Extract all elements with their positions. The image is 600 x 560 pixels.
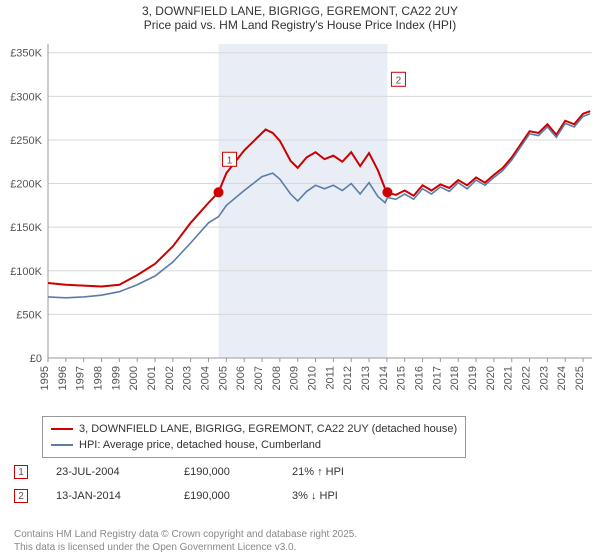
svg-text:2005: 2005 [217,366,229,390]
svg-text:2018: 2018 [449,366,461,390]
svg-text:2025: 2025 [574,366,586,390]
event-price: £190,000 [184,490,264,502]
svg-text:1997: 1997 [75,366,87,390]
svg-text:£200K: £200K [10,179,42,191]
footer-text: Contains HM Land Registry data © Crown c… [14,528,357,554]
svg-text:2019: 2019 [467,366,479,390]
svg-text:2009: 2009 [289,366,301,390]
event-date: 23-JUL-2004 [56,466,156,478]
svg-text:2001: 2001 [146,366,158,390]
svg-text:£250K: £250K [10,135,42,147]
event-table: 1 23-JUL-2004 £190,000 21% ↑ HPI 2 13-JAN-201… [14,462,382,510]
svg-text:2002: 2002 [164,366,176,390]
svg-text:£300K: £300K [10,91,42,103]
svg-text:£350K: £350K [10,48,42,60]
chart-title-sub: Price paid vs. HM Land Registry's House … [0,18,600,32]
event-num-box: 1 [14,465,28,479]
svg-text:2024: 2024 [556,366,568,390]
svg-text:2012: 2012 [342,366,354,390]
svg-text:£100K: £100K [10,266,42,278]
chart-title-main: 3, DOWNFIELD LANE, BIGRIGG, EGREMONT, CA… [0,4,600,18]
svg-text:2014: 2014 [378,366,390,390]
svg-text:£50K: £50K [16,309,42,321]
svg-text:2004: 2004 [200,366,212,390]
svg-text:2023: 2023 [538,366,550,390]
svg-text:2007: 2007 [253,366,265,390]
legend-swatch [51,428,73,430]
svg-text:£150K: £150K [10,222,42,234]
event-row: 1 23-JUL-2004 £190,000 21% ↑ HPI [14,462,382,482]
legend-label: 3, DOWNFIELD LANE, BIGRIGG, EGREMONT, CA… [79,423,457,435]
svg-text:2020: 2020 [485,366,497,390]
svg-text:2021: 2021 [503,366,515,390]
svg-text:2003: 2003 [182,366,194,390]
event-num-box: 2 [14,489,28,503]
svg-text:1998: 1998 [93,366,105,390]
svg-text:2013: 2013 [360,366,372,390]
svg-text:2006: 2006 [235,366,247,390]
svg-text:2000: 2000 [128,366,140,390]
svg-text:2008: 2008 [271,366,283,390]
chart-svg: £0 £50K £100K £150K £200K £250K £300K £350K 1995… [0,38,600,408]
svg-text:2010: 2010 [307,366,319,390]
footer-line1: Contains HM Land Registry data © Crown c… [14,528,357,541]
svg-text:£0: £0 [30,353,42,365]
event-hpi: 3% ↓ HPI [292,490,382,502]
event-price: £190,000 [184,466,264,478]
legend-row: 3, DOWNFIELD LANE, BIGRIGG, EGREMONT, CA… [51,421,457,437]
svg-text:2016: 2016 [414,366,426,390]
svg-text:1995: 1995 [39,366,51,390]
svg-text:2: 2 [396,75,402,86]
chart-area: £0 £50K £100K £150K £200K £250K £300K £350K 1995… [0,38,600,408]
footer-line2: This data is licensed under the Open Gov… [14,541,357,554]
legend-row: HPI: Average price, detached house, Cumb… [51,437,457,453]
svg-text:1: 1 [227,155,233,166]
svg-text:1999: 1999 [110,366,122,390]
chart-titles: 3, DOWNFIELD LANE, BIGRIGG, EGREMONT, CA… [0,0,600,34]
event-hpi: 21% ↑ HPI [292,466,382,478]
legend-swatch [51,444,73,446]
event-date: 13-JAN-2014 [56,490,156,502]
legend-label: HPI: Average price, detached house, Cumb… [79,439,321,451]
svg-text:2015: 2015 [396,366,408,390]
svg-text:1996: 1996 [57,366,69,390]
svg-text:2022: 2022 [521,366,533,390]
svg-text:2011: 2011 [324,366,336,390]
svg-text:2017: 2017 [431,366,443,390]
event-row: 2 13-JAN-2014 £190,000 3% ↓ HPI [14,486,382,506]
legend: 3, DOWNFIELD LANE, BIGRIGG, EGREMONT, CA… [42,416,466,458]
